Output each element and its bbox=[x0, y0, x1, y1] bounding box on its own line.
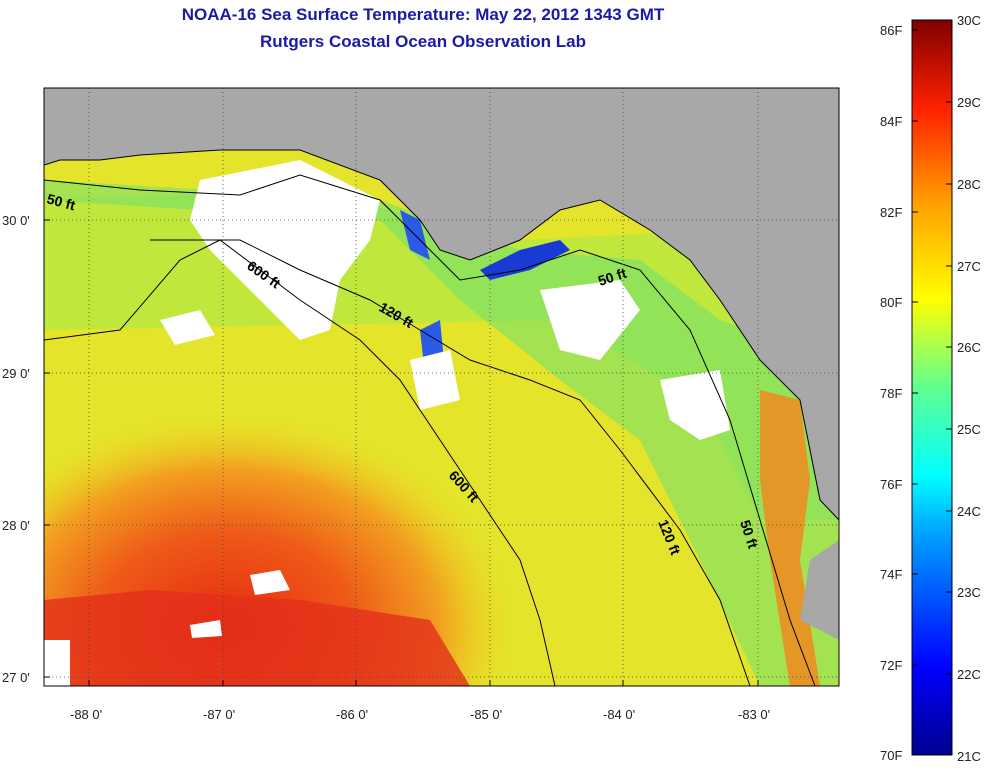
cold-patch bbox=[480, 240, 570, 280]
colorbar-f-label: 82F bbox=[880, 205, 902, 220]
contour-120ft bbox=[150, 239, 751, 686]
warm-core bbox=[44, 590, 470, 686]
y-tick-label: 30 0' bbox=[2, 213, 30, 228]
colorbar-c-label: 21C bbox=[957, 749, 981, 764]
cloud-mask bbox=[540, 280, 640, 360]
colorbar-c-label: 24C bbox=[957, 504, 981, 519]
cloud-mask bbox=[410, 350, 460, 410]
contour-50ft bbox=[44, 174, 816, 686]
colorbar-f-label: 84F bbox=[880, 114, 902, 129]
map-title: NOAA-16 Sea Surface Temperature: May 22,… bbox=[181, 5, 665, 24]
colorbar-f-label: 78F bbox=[880, 386, 902, 401]
x-tick-label: -85 0' bbox=[470, 707, 502, 722]
cloud-mask bbox=[190, 620, 222, 638]
colorbar-c-label: 22C bbox=[957, 667, 981, 682]
colorbar-f-label: 72F bbox=[880, 658, 902, 673]
map-frame bbox=[43, 87, 840, 687]
y-tick-label: 27 0' bbox=[2, 670, 30, 685]
cloud-mask bbox=[190, 160, 380, 340]
map-area bbox=[44, 88, 839, 686]
colorbar-c-label: 23C bbox=[957, 585, 981, 600]
coastline bbox=[44, 149, 839, 521]
map-subtitle: Rutgers Coastal Ocean Observation Lab bbox=[260, 32, 586, 51]
x-tick-label: -84 0' bbox=[603, 707, 635, 722]
colorbar-c-label: 28C bbox=[957, 177, 981, 192]
cloud-mask bbox=[44, 640, 70, 686]
colorbar-ticks bbox=[912, 19, 952, 675]
contour-600ft bbox=[44, 239, 556, 686]
green-shelf bbox=[44, 180, 839, 686]
cloud-mask bbox=[660, 370, 730, 440]
land-mass bbox=[800, 540, 839, 640]
x-tick-label: -87 0' bbox=[203, 707, 235, 722]
colorbar-c-label: 26C bbox=[957, 340, 981, 355]
land-mass bbox=[44, 88, 839, 520]
colorbar-c-label: 27C bbox=[957, 259, 981, 274]
x-tick-label: -83 0' bbox=[738, 707, 770, 722]
colorbar-c-label: 30C bbox=[957, 13, 981, 28]
y-tick-label: 29 0' bbox=[2, 366, 30, 381]
colorbar-f-label: 70F bbox=[880, 748, 902, 763]
colorbar-f-label: 74F bbox=[880, 567, 902, 582]
x-tick-label: -88 0' bbox=[70, 707, 102, 722]
contour-label: 50 ft bbox=[45, 190, 77, 213]
axis-ticks bbox=[44, 219, 759, 686]
colorbar bbox=[911, 19, 953, 756]
grid-lines bbox=[44, 88, 839, 686]
y-tick-label: 28 0' bbox=[2, 518, 30, 533]
colorbar-f-label: 86F bbox=[880, 23, 902, 38]
colorbar-f-label: 76F bbox=[880, 477, 902, 492]
cloud-mask bbox=[250, 570, 290, 595]
cloud-mask bbox=[160, 310, 215, 345]
colorbar-f-label: 80F bbox=[880, 295, 902, 310]
colorbar-c-label: 25C bbox=[957, 422, 981, 437]
colorbar-c-label: 29C bbox=[957, 95, 981, 110]
x-tick-label: -86 0' bbox=[336, 707, 368, 722]
